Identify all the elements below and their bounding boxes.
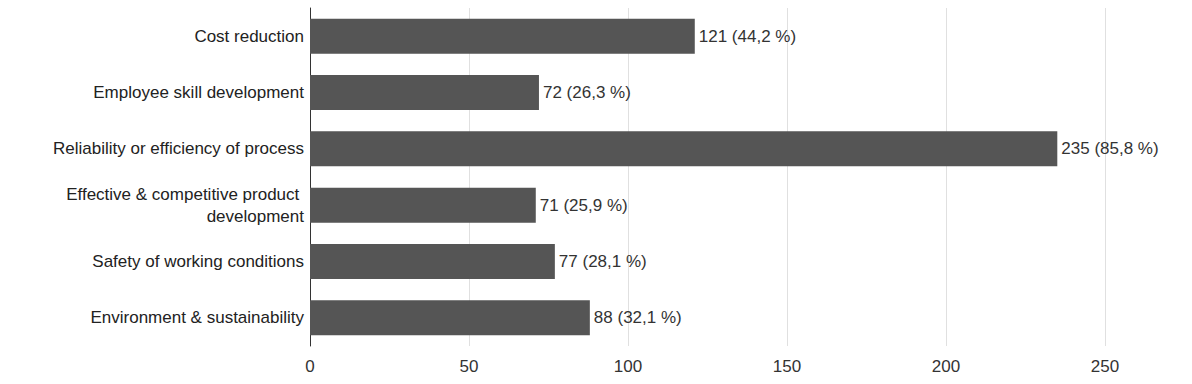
svg-text:71 (25,9 %): 71 (25,9 %)	[540, 196, 628, 215]
svg-text:121 (44,2 %): 121 (44,2 %)	[699, 27, 796, 46]
svg-text:Reliability or efficiency of p: Reliability or efficiency of process	[53, 139, 304, 158]
svg-text:Environment & sustainability: Environment & sustainability	[90, 308, 304, 327]
svg-text:72 (26,3 %): 72 (26,3 %)	[543, 83, 631, 102]
svg-text:Employee skill development: Employee skill development	[93, 83, 304, 102]
svg-text:235 (85,8 %): 235 (85,8 %)	[1061, 139, 1158, 158]
svg-text:77 (28,1 %): 77 (28,1 %)	[559, 252, 647, 271]
svg-text:0: 0	[305, 357, 314, 376]
svg-text:150: 150	[773, 357, 801, 376]
svg-text:88 (32,1 %): 88 (32,1 %)	[594, 308, 682, 327]
svg-text:Effective & competitive produc: Effective & competitive product	[66, 185, 304, 204]
svg-text:Safety of working conditions: Safety of working conditions	[92, 252, 304, 271]
svg-text:Cost reduction: Cost reduction	[194, 27, 304, 46]
svg-text:200: 200	[932, 357, 960, 376]
svg-text:250: 250	[1091, 357, 1119, 376]
svg-text:100: 100	[614, 357, 642, 376]
svg-text:development: development	[207, 207, 305, 226]
svg-text:50: 50	[460, 357, 479, 376]
